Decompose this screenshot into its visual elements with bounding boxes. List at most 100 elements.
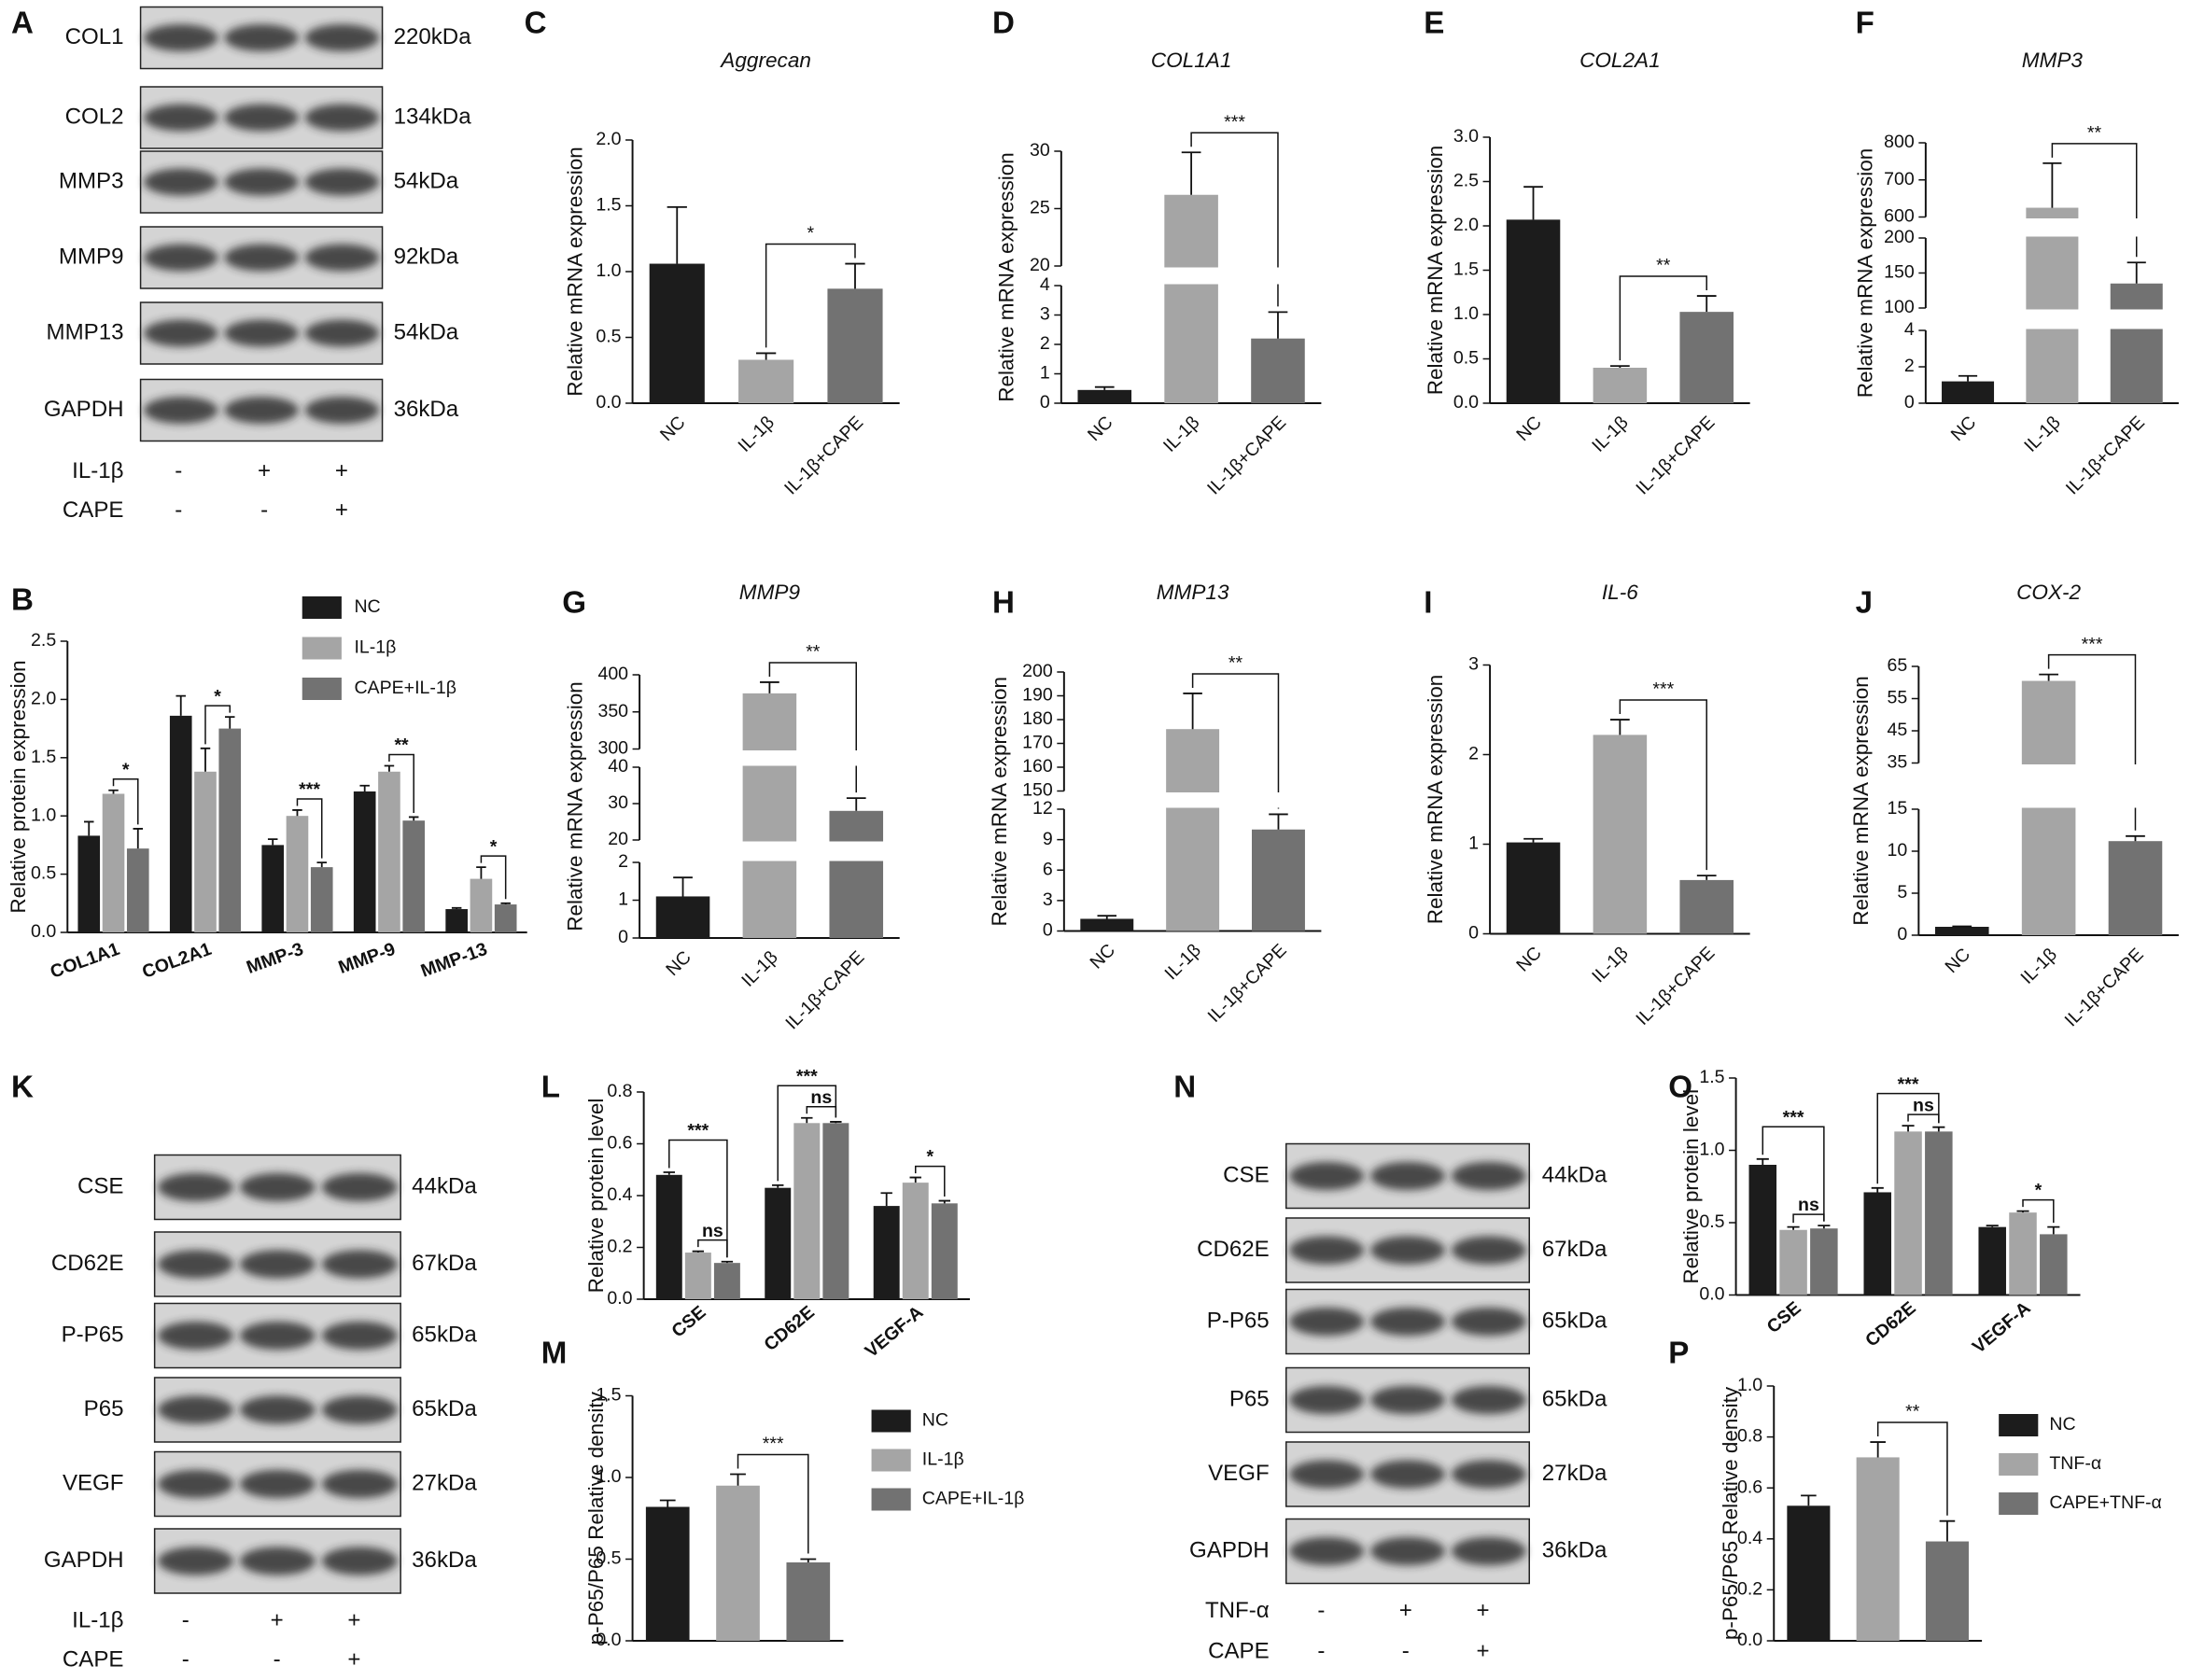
blot-band [304, 23, 380, 52]
sig-label: ** [394, 735, 409, 756]
band-label: MMP13 [47, 319, 124, 344]
error-bar [1610, 719, 1630, 735]
error-bar [2039, 673, 2058, 681]
blot-band [158, 1547, 233, 1575]
legend-swatch [1999, 1414, 2039, 1436]
treatment-sign: - [1317, 1598, 1325, 1623]
legend-label: NC [2049, 1414, 2075, 1435]
bar [765, 1187, 792, 1299]
y-tick-label: 2 [1904, 356, 1915, 376]
treatment-label: CAPE [1208, 1638, 1270, 1663]
sig-bracket [777, 1085, 837, 1182]
chart-title: MMP3 [2022, 49, 2084, 72]
legend-label: NC [922, 1410, 948, 1431]
y-tick-label: 100 [1884, 297, 1915, 317]
y-tick-label: 5 [1897, 882, 1907, 903]
blot-band [1289, 1307, 1365, 1337]
error-bar [1939, 1519, 1956, 1542]
error-bar [880, 1192, 892, 1207]
y-tick-label: 190 [1022, 685, 1053, 706]
sig-bracket [1619, 275, 1707, 361]
y-axis-label: p-P65/P65 Relative density [584, 1391, 608, 1645]
y-tick-label: 30 [1030, 140, 1050, 161]
blot-band [1289, 1536, 1365, 1566]
error-bar [830, 1121, 842, 1124]
error-bar [801, 1116, 813, 1124]
error-bar [292, 809, 302, 817]
error-bar [800, 1558, 817, 1562]
bar [470, 878, 493, 932]
band-label: COL2 [65, 104, 124, 129]
y-tick-label: 4 [1904, 319, 1915, 340]
y-tick-label: 2.0 [596, 129, 621, 149]
panel-label: A [11, 7, 34, 41]
y-tick-label: 2.0 [31, 689, 56, 709]
sig-label: * [807, 223, 814, 244]
panel-label: D [992, 7, 1015, 41]
bar [2110, 283, 2163, 403]
error-bar [659, 1499, 676, 1507]
axis-break [640, 750, 902, 766]
blot-band [144, 23, 218, 52]
y-tick-label: 3 [1468, 654, 1479, 675]
sig-bracket [697, 1239, 728, 1258]
sig-label: * [214, 686, 221, 707]
sig-label: *** [796, 1066, 818, 1086]
panel-label: O [1668, 1071, 1692, 1105]
y-tick-label: 0 [1040, 392, 1050, 413]
bar [1077, 389, 1132, 403]
blot-band [158, 1172, 233, 1202]
panel-label: J [1856, 586, 1873, 621]
error-bar [909, 1176, 921, 1183]
sig-label: *** [1898, 1074, 1919, 1095]
legend-label: CAPE+IL-1β [922, 1489, 1025, 1509]
y-tick-label: 800 [1884, 132, 1915, 152]
sig-bracket [1876, 1092, 1940, 1184]
blot-band [158, 1395, 233, 1424]
y-tick-label: 2.5 [1453, 171, 1479, 191]
bar [713, 1263, 740, 1299]
y-tick-label: 1.5 [596, 195, 621, 216]
treatment-sign: - [182, 1646, 190, 1672]
bar [1810, 1228, 1838, 1295]
blot-band [1451, 1307, 1526, 1337]
chart-title: IL-6 [1602, 581, 1638, 604]
y-tick-label: 0 [1904, 392, 1915, 413]
band-size: 27kDa [1542, 1461, 1607, 1486]
y-tick-label: 200 [1884, 227, 1915, 247]
blot-band [1289, 1236, 1365, 1265]
bar [655, 896, 710, 938]
sig-bracket [1619, 699, 1707, 871]
sig-bracket [2047, 653, 2137, 831]
sig-bracket [480, 855, 507, 900]
treatment-sign: + [335, 458, 348, 483]
band-size: 27kDa [412, 1470, 477, 1495]
y-tick-label: 150 [1884, 262, 1915, 283]
y-axis-label: Relative protein level [1679, 1089, 1703, 1284]
error-bar [175, 694, 186, 716]
y-tick-label: 0.6 [607, 1133, 632, 1154]
bar [902, 1183, 929, 1299]
y-axis-label: Relative mRNA expression [988, 677, 1011, 926]
y-tick-label: 35 [1888, 752, 1908, 773]
bar [2021, 680, 2076, 935]
band-label: GAPDH [1189, 1537, 1270, 1562]
error-bar [316, 861, 327, 868]
panel-label: B [11, 583, 34, 618]
bar [1506, 842, 1561, 934]
blot-band [1370, 1460, 1445, 1489]
y-axis-label: Relative mRNA expression [1854, 148, 1877, 398]
band-size: 54kDa [394, 319, 459, 344]
legend-label: TNF-α [2049, 1453, 2101, 1474]
bar [218, 728, 242, 932]
band-size: 65kDa [1542, 1308, 1607, 1333]
blot-band [239, 1172, 316, 1202]
panel-label: E [1424, 7, 1444, 41]
error-bar [1097, 915, 1117, 919]
y-tick-label: 25 [1030, 198, 1050, 218]
y-tick-label: 6 [1043, 859, 1053, 879]
panel-label: K [11, 1071, 34, 1105]
legend-label: CAPE+TNF-α [2049, 1492, 2161, 1513]
error-bar [846, 797, 866, 811]
